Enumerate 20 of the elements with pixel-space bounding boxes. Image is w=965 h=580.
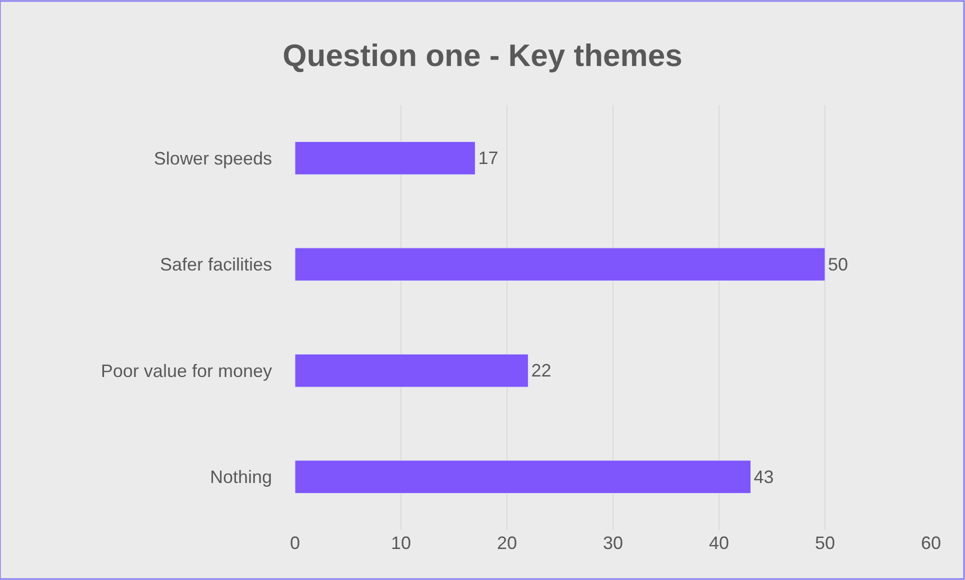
y-tick-label: Poor value for money <box>100 360 272 381</box>
bar <box>295 248 826 282</box>
chart-title: Question one - Key themes <box>282 38 682 73</box>
y-tick-label: Nothing <box>210 467 272 488</box>
bar <box>295 141 476 175</box>
x-tick-label: 10 <box>390 533 412 553</box>
x-tick-label: 60 <box>920 533 942 553</box>
x-tick-label: 50 <box>814 533 836 553</box>
x-tick-label: 20 <box>496 533 518 553</box>
data-label: 50 <box>828 254 848 274</box>
data-label: 17 <box>478 148 498 168</box>
y-tick-label: Safer facilities <box>160 254 272 275</box>
data-label: 43 <box>754 466 774 487</box>
y-tick-label: Slower speeds <box>154 148 272 168</box>
x-tick-label: 40 <box>708 533 730 553</box>
x-tick-label: 0 <box>290 533 300 553</box>
bar <box>295 460 752 494</box>
data-label: 22 <box>531 360 552 381</box>
bar <box>295 354 528 388</box>
x-tick-label: 30 <box>602 533 624 553</box>
